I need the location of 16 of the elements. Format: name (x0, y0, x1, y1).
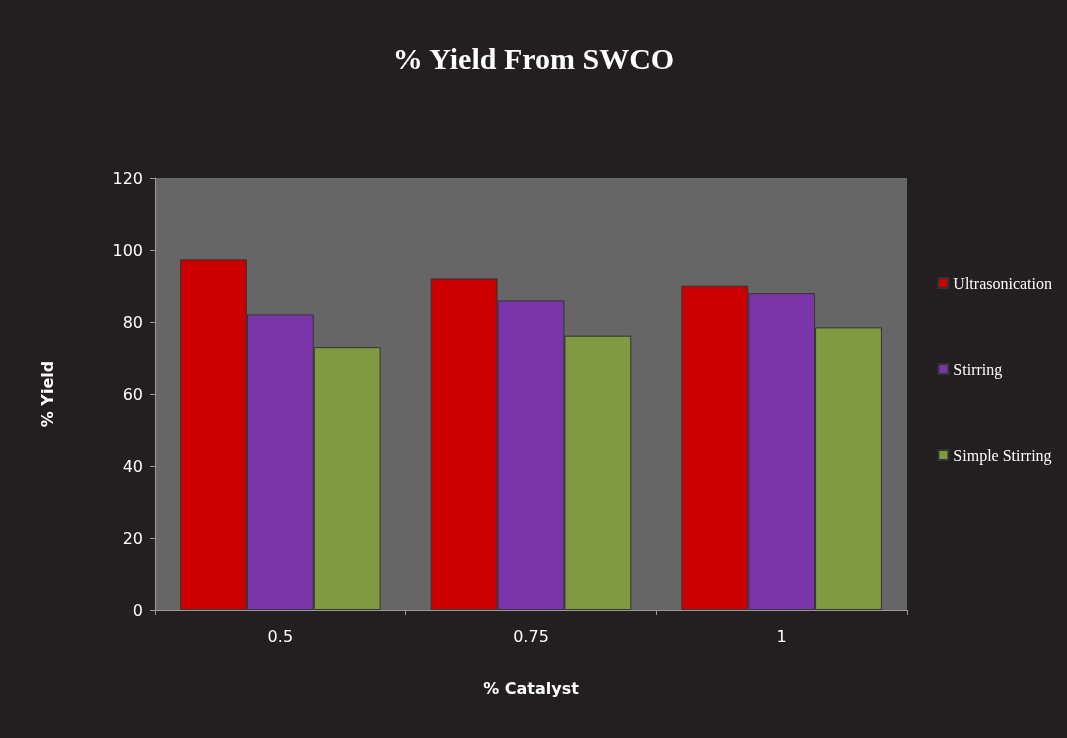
chart-title: % Yield From SWCO (392, 41, 675, 75)
y-axis-title: % Yield (37, 360, 57, 428)
y-tick-label: 100 (112, 240, 143, 260)
y-tick-label: 80 (122, 312, 143, 332)
y-tick-label: 120 (112, 168, 143, 188)
y-tick-label: 20 (122, 528, 143, 548)
y-tick-label: 60 (122, 384, 143, 404)
x-tick-label: 0.75 (513, 626, 549, 646)
y-tick-label: 0 (132, 600, 143, 620)
legend-label: Stirring (953, 360, 1003, 379)
x-tick-label: 1 (776, 626, 787, 646)
y-tick-label: 40 (122, 456, 143, 476)
legend-label: Ultrasonication (953, 274, 1052, 292)
x-tick-label: 0.5 (267, 626, 294, 646)
legend-label: Simple Stirring (953, 446, 1052, 465)
x-axis-title: % Catalyst (483, 678, 580, 698)
